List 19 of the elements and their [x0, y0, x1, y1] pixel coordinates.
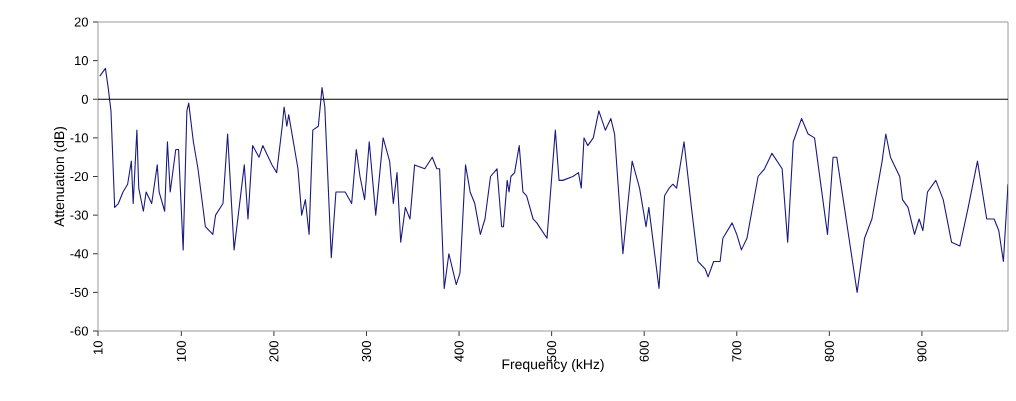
y-tick-label: 0 — [81, 94, 88, 104]
x-tick-label: 800 — [824, 341, 834, 362]
y-tick-label: -10 — [70, 133, 88, 143]
x-tick-label: 700 — [732, 341, 742, 362]
y-tick-label: -40 — [70, 249, 88, 259]
y-tick-label: 10 — [75, 56, 88, 66]
x-tick-label: 400 — [454, 341, 464, 362]
x-tick-label: 10 — [93, 341, 103, 354]
y-tick-label: -60 — [70, 326, 88, 336]
x-tick-label: 900 — [917, 341, 927, 362]
y-tick-label: -30 — [70, 210, 88, 220]
x-tick-label: 600 — [639, 341, 649, 362]
y-axis-title: Attenuation (dB) — [53, 126, 67, 227]
x-tick-label: 100 — [176, 341, 186, 362]
x-tick-label: 200 — [269, 341, 279, 362]
x-tick-label: 300 — [361, 341, 372, 362]
y-tick-label: 20 — [74, 17, 88, 27]
y-tick-label: -20 — [70, 171, 88, 182]
y-tick-label: -50 — [70, 287, 88, 297]
